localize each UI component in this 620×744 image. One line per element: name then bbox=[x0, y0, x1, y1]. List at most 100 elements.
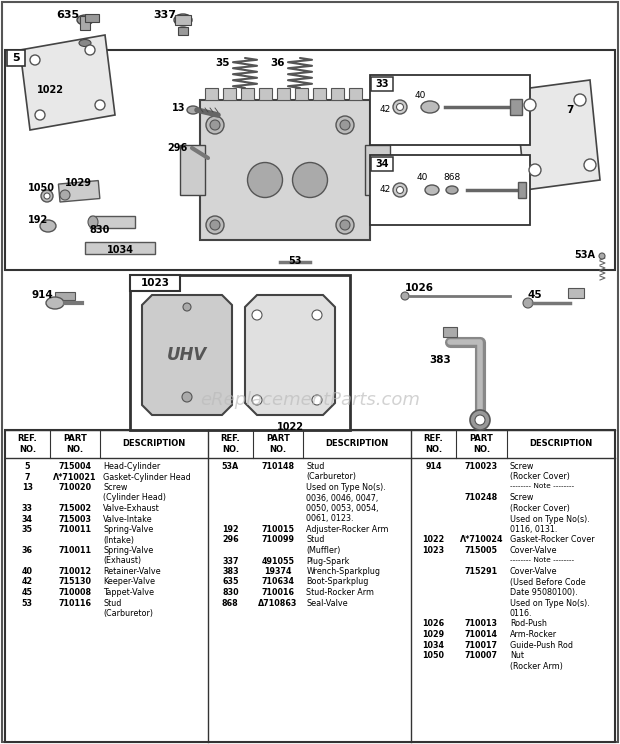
Ellipse shape bbox=[174, 14, 192, 26]
Bar bbox=[295, 88, 308, 100]
Text: Valve-Intake: Valve-Intake bbox=[104, 515, 153, 524]
Text: Used on Type No(s).: Used on Type No(s). bbox=[510, 515, 590, 524]
Text: Used on Type No(s).: Used on Type No(s). bbox=[510, 598, 590, 608]
Text: (Exhaust): (Exhaust) bbox=[104, 557, 141, 565]
Ellipse shape bbox=[475, 415, 485, 425]
Text: 13: 13 bbox=[172, 103, 185, 113]
Text: 0050, 0053, 0054,: 0050, 0053, 0054, bbox=[306, 504, 379, 513]
Text: 40: 40 bbox=[22, 567, 33, 576]
Ellipse shape bbox=[44, 193, 50, 199]
Text: DESCRIPTION: DESCRIPTION bbox=[123, 440, 186, 449]
Text: 1050: 1050 bbox=[422, 651, 445, 660]
Bar bbox=[313, 88, 326, 100]
Text: Retainer-Valve: Retainer-Valve bbox=[104, 567, 161, 576]
Ellipse shape bbox=[336, 116, 354, 134]
Ellipse shape bbox=[446, 186, 458, 194]
Text: 1026: 1026 bbox=[422, 620, 445, 629]
Text: 1023: 1023 bbox=[141, 278, 169, 288]
Ellipse shape bbox=[584, 159, 596, 171]
Text: 914: 914 bbox=[31, 290, 53, 300]
Polygon shape bbox=[245, 295, 335, 415]
Text: 1023: 1023 bbox=[422, 546, 445, 555]
Bar bbox=[85, 14, 99, 22]
Text: Spring-Valve: Spring-Valve bbox=[104, 525, 154, 534]
Text: Plug-Spark: Plug-Spark bbox=[306, 557, 350, 565]
Ellipse shape bbox=[421, 101, 439, 113]
Bar bbox=[175, 15, 191, 25]
Text: Seal-Valve: Seal-Valve bbox=[306, 598, 348, 608]
Text: Screw: Screw bbox=[104, 483, 128, 492]
Text: REF.
NO.: REF. NO. bbox=[221, 434, 240, 454]
Ellipse shape bbox=[252, 310, 262, 320]
Bar bbox=[259, 88, 272, 100]
Text: 296: 296 bbox=[222, 536, 239, 545]
Text: Valve-Exhaust: Valve-Exhaust bbox=[104, 504, 160, 513]
Text: 710014: 710014 bbox=[465, 630, 498, 639]
Text: (Cylinder Head): (Cylinder Head) bbox=[104, 493, 166, 502]
Text: Spring-Valve: Spring-Valve bbox=[104, 546, 154, 555]
Text: -------- Note --------: -------- Note -------- bbox=[510, 483, 574, 489]
Text: 715003: 715003 bbox=[58, 515, 92, 524]
Text: 1026: 1026 bbox=[405, 283, 434, 293]
Ellipse shape bbox=[206, 116, 224, 134]
Text: 710011: 710011 bbox=[58, 525, 92, 534]
Text: 45: 45 bbox=[22, 588, 33, 597]
Ellipse shape bbox=[397, 103, 404, 111]
Text: PART
NO.: PART NO. bbox=[469, 434, 494, 454]
Text: 5: 5 bbox=[12, 53, 20, 63]
Text: 715291: 715291 bbox=[465, 567, 498, 576]
Text: 1022: 1022 bbox=[277, 422, 304, 432]
Text: 34: 34 bbox=[22, 515, 33, 524]
Text: 7: 7 bbox=[25, 472, 30, 481]
Ellipse shape bbox=[529, 164, 541, 176]
Text: 45: 45 bbox=[528, 290, 542, 300]
Ellipse shape bbox=[206, 216, 224, 234]
Ellipse shape bbox=[470, 410, 490, 430]
Ellipse shape bbox=[85, 45, 95, 55]
Text: 1022: 1022 bbox=[37, 85, 63, 95]
Text: UHV: UHV bbox=[167, 346, 207, 364]
Text: Used on Type No(s).: Used on Type No(s). bbox=[306, 483, 386, 492]
Bar bbox=[80, 16, 90, 30]
Ellipse shape bbox=[30, 55, 40, 65]
Ellipse shape bbox=[401, 292, 409, 300]
Text: 710017: 710017 bbox=[465, 641, 498, 650]
Text: 1029: 1029 bbox=[65, 178, 92, 188]
Text: PART
NO.: PART NO. bbox=[63, 434, 87, 454]
Text: Arm-Rocker: Arm-Rocker bbox=[510, 630, 557, 639]
Text: Cover-Valve: Cover-Valve bbox=[510, 567, 557, 576]
Ellipse shape bbox=[35, 110, 45, 120]
Ellipse shape bbox=[60, 190, 70, 200]
Bar bbox=[178, 27, 188, 35]
Text: 36: 36 bbox=[270, 58, 285, 68]
Ellipse shape bbox=[340, 120, 350, 130]
Text: (Intake): (Intake) bbox=[104, 536, 135, 545]
Text: Λ*710024: Λ*710024 bbox=[459, 536, 503, 545]
Text: 710023: 710023 bbox=[465, 462, 498, 471]
Text: DESCRIPTION: DESCRIPTION bbox=[529, 440, 593, 449]
Text: Nut: Nut bbox=[510, 651, 524, 660]
Text: Gasket-Rocker Cover: Gasket-Rocker Cover bbox=[510, 536, 595, 545]
Text: 13: 13 bbox=[22, 483, 33, 492]
Text: 296: 296 bbox=[168, 143, 188, 153]
Text: (Muffler): (Muffler) bbox=[306, 546, 341, 555]
Ellipse shape bbox=[182, 392, 192, 402]
Text: 710020: 710020 bbox=[58, 483, 92, 492]
Ellipse shape bbox=[183, 303, 191, 311]
Text: REF.
NO.: REF. NO. bbox=[423, 434, 443, 454]
Text: 0036, 0046, 0047,: 0036, 0046, 0047, bbox=[306, 493, 379, 502]
Text: 42: 42 bbox=[22, 577, 33, 586]
Polygon shape bbox=[142, 295, 232, 415]
Ellipse shape bbox=[88, 216, 98, 228]
Bar bbox=[277, 88, 290, 100]
Text: (Used Before Code: (Used Before Code bbox=[510, 577, 585, 586]
Text: Stud: Stud bbox=[306, 536, 325, 545]
Text: 710007: 710007 bbox=[465, 651, 498, 660]
Text: Wrench-Sparkplug: Wrench-Sparkplug bbox=[306, 567, 381, 576]
Text: (Rocker Cover): (Rocker Cover) bbox=[510, 472, 570, 481]
Text: 33: 33 bbox=[22, 504, 33, 513]
Text: 868: 868 bbox=[222, 598, 239, 608]
Bar bbox=[241, 88, 254, 100]
Text: 35: 35 bbox=[216, 58, 230, 68]
Text: 710099: 710099 bbox=[262, 536, 294, 545]
